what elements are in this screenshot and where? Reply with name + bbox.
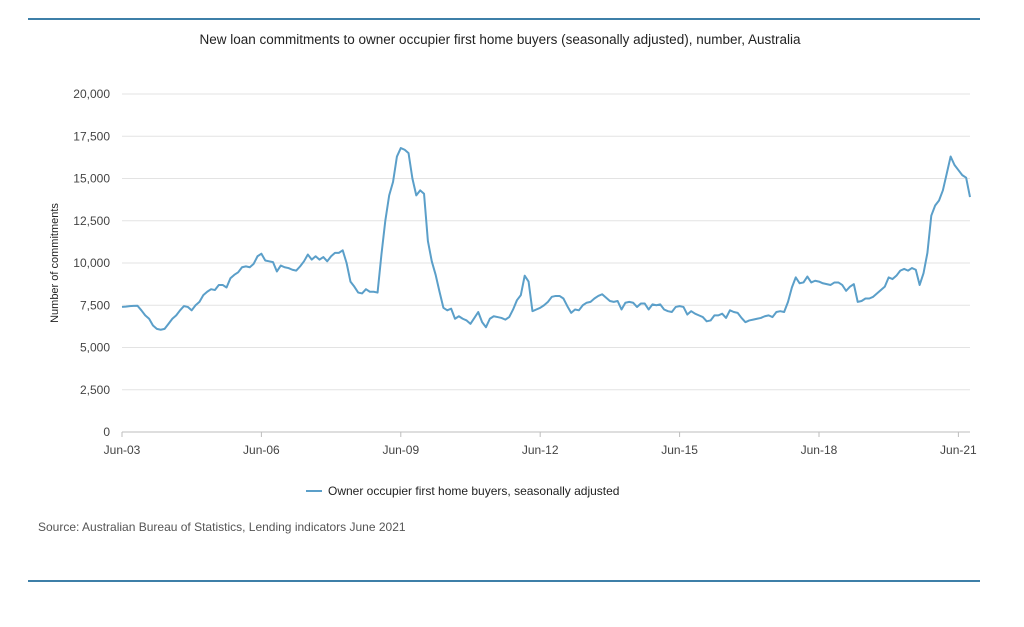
y-tick-label: 12,500	[73, 214, 110, 228]
legend-swatch	[306, 490, 322, 492]
x-axis-ticks: Jun-03 Jun-06 Jun-09 Jun-12 Jun-15 Jun-18 Jun-…	[104, 432, 977, 457]
x-tick-label: Jun-15	[661, 443, 698, 457]
x-tick-label: Jun-18	[801, 443, 838, 457]
y-tick-label: 5,000	[80, 341, 110, 355]
y-tick-label: 0	[103, 425, 110, 439]
y-tick-label: 7,500	[80, 298, 110, 312]
x-tick-label: Jun-09	[382, 443, 419, 457]
y-tick-label: 17,500	[73, 129, 110, 143]
y-tick-label: 20,000	[73, 87, 110, 101]
y-tick-label: 2,500	[80, 383, 110, 397]
source-note: Source: Australian Bureau of Statistics,…	[38, 520, 406, 534]
x-tick-label: Jun-21	[940, 443, 977, 457]
series-line-first-home-buyers	[121, 147, 971, 331]
bottom-rule	[28, 580, 980, 582]
legend: Owner occupier first home buyers, season…	[306, 484, 619, 498]
chart-title: New loan commitments to owner occupier f…	[199, 32, 801, 47]
gridlines	[122, 93, 970, 391]
x-tick-label: Jun-06	[243, 443, 280, 457]
x-tick-label: Jun-03	[104, 443, 141, 457]
y-axis-label: Number of commitments	[49, 203, 61, 323]
y-tick-label: 10,000	[73, 256, 110, 270]
y-axis-ticks: 0 2,500 5,000 7,500 10,000 12,500 15,000 17,500…	[73, 87, 110, 439]
top-rule	[28, 18, 980, 20]
x-tick-label: Jun-12	[522, 443, 559, 457]
y-tick-label: 15,000	[73, 172, 110, 186]
legend-label: Owner occupier first home buyers, season…	[328, 484, 620, 498]
